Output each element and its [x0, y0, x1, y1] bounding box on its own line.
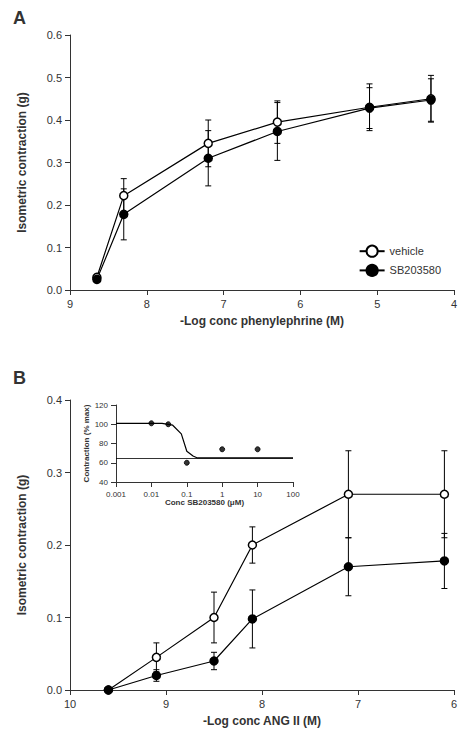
svg-text:1: 1 [220, 490, 225, 499]
svg-text:-Log conc ANG II (M): -Log conc ANG II (M) [203, 714, 321, 728]
svg-text:SB203580: SB203580 [390, 264, 441, 276]
svg-text:0.01: 0.01 [144, 490, 160, 499]
svg-text:-Log conc phenylephrine (M): -Log conc phenylephrine (M) [180, 314, 344, 328]
svg-text:10: 10 [64, 698, 76, 710]
svg-text:120: 120 [95, 401, 109, 410]
svg-text:0.0: 0.0 [47, 684, 62, 696]
svg-text:80: 80 [99, 439, 108, 448]
svg-text:8: 8 [259, 698, 265, 710]
svg-text:6: 6 [297, 298, 303, 310]
svg-text:10: 10 [253, 490, 262, 499]
svg-text:B: B [13, 368, 26, 388]
svg-text:Conc SB203580 (μM): Conc SB203580 (μM) [165, 498, 244, 507]
svg-text:60: 60 [99, 458, 108, 467]
svg-text:0.2: 0.2 [47, 539, 62, 551]
svg-text:4: 4 [451, 298, 457, 310]
svg-text:Contraction (% max): Contraction (% max) [82, 404, 91, 482]
svg-text:0.6: 0.6 [47, 29, 62, 41]
svg-text:0.4: 0.4 [47, 114, 62, 126]
svg-text:5: 5 [374, 298, 380, 310]
svg-text:7: 7 [221, 298, 227, 310]
svg-text:8: 8 [144, 298, 150, 310]
svg-text:40: 40 [99, 478, 108, 487]
svg-text:6: 6 [451, 698, 457, 710]
svg-text:Isometric contraction (g): Isometric contraction (g) [15, 475, 29, 616]
svg-text:9: 9 [163, 698, 169, 710]
svg-text:0.4: 0.4 [47, 394, 62, 406]
svg-text:9: 9 [67, 298, 73, 310]
svg-text:0.3: 0.3 [47, 467, 62, 479]
svg-text:100: 100 [286, 490, 300, 499]
svg-text:0.5: 0.5 [47, 72, 62, 84]
svg-text:100: 100 [95, 420, 109, 429]
svg-text:0.3: 0.3 [47, 157, 62, 169]
svg-text:0.1: 0.1 [181, 490, 193, 499]
svg-text:0.1: 0.1 [47, 612, 62, 624]
svg-text:0.001: 0.001 [106, 490, 127, 499]
svg-text:vehicle: vehicle [390, 245, 424, 257]
svg-text:A: A [13, 8, 26, 28]
svg-text:0.2: 0.2 [47, 199, 62, 211]
svg-text:Isometric contraction (g): Isometric contraction (g) [15, 92, 29, 233]
svg-text:0.0: 0.0 [47, 284, 62, 296]
svg-text:7: 7 [355, 698, 361, 710]
svg-text:0.1: 0.1 [47, 242, 62, 254]
